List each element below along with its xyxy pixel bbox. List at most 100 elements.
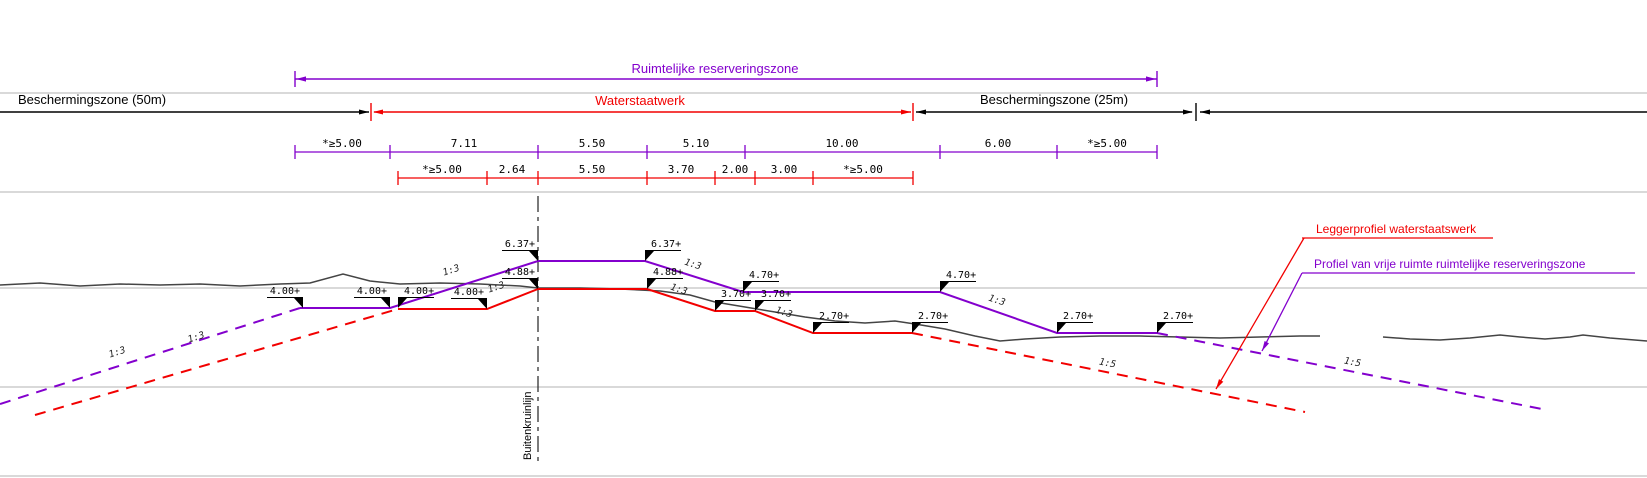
terrain-line [0,273,1647,342]
elevation-marker: 6.37+ [502,239,538,261]
elevation-marker: 4.00+ [267,286,303,308]
elevation-marker: 4.88+ [647,267,683,289]
zone-dimension-line: Beschermingszone (50m) Waterstaatwerk Be… [0,92,1647,121]
legend-leader-line [1261,272,1303,352]
marker-triangle-icon [715,301,724,311]
arrow-right-icon [1146,76,1156,82]
dim-value: 10.00 [825,137,858,150]
elevation-marker: 4.00+ [354,286,390,308]
elevation-value: 4.00+ [404,286,434,297]
red-chain-values: *≥5.00 2.64 5.50 3.70 2.00 3.00 *≥5.00 [422,163,883,176]
elevation-marker: 4.70+ [743,270,779,292]
elevation-value: 4.00+ [357,286,387,297]
slope-labels: 1:3 1:3 1:3 1:3 1:3 1:3 1:3 1:3 1:5 1:5 [107,257,1362,371]
gridlines [0,92,1647,477]
elevation-value: 4.00+ [454,287,484,298]
elevation-value: 2.70+ [819,311,849,322]
marker-triangle-icon [1057,323,1066,333]
dim-value: 2.00 [722,163,749,176]
elevation-marker: 4.88+ [502,267,538,289]
elevation-marker: 6.37+ [645,239,681,261]
elevation-value: 2.70+ [1163,311,1193,322]
slope-label: 1:3 [107,345,127,361]
marker-triangle-icon [912,323,921,333]
legend: Leggerprofiel waterstaatswerk Profiel va… [1215,222,1635,390]
waterstaatwerk-label: Waterstaatwerk [595,93,685,108]
dim-value: 3.70 [668,163,695,176]
slope-label: 1:3 [669,282,689,298]
dim-value: 5.50 [579,137,606,150]
dim-value: 2.64 [499,163,526,176]
dim-value: 7.11 [451,137,478,150]
slope-label: 1:5 [1343,356,1362,370]
red-dimension-chain [397,171,914,185]
dim-value: 5.10 [683,137,710,150]
vrije-ruimte-profiel-line [0,260,1548,411]
elevation-value: 4.70+ [946,270,976,281]
marker-triangle-icon [529,251,538,261]
elevation-value: 6.37+ [651,239,681,250]
marker-triangle-icon [294,298,303,308]
elevation-value: 4.88+ [653,267,683,278]
leggerprofiel-line [34,288,1306,416]
centerline-label: Buitenkruinlijn [522,392,534,460]
purple-chain-values: *≥5.00 7.11 5.50 5.10 10.00 6.00 *≥5.00 [322,137,1127,150]
slope-label: 1:3 [987,293,1007,309]
vrije-ruimte-dashed-right [1156,332,1548,411]
elevation-marker: 4.70+ [940,270,976,292]
legend-vrije-ruimte-label: Profiel van vrije ruimte ruimtelijke res… [1314,257,1586,271]
arrow-left-icon [296,76,306,82]
dim-value: *≥5.00 [1087,137,1127,150]
arrow-left-icon [916,109,926,115]
marker-triangle-icon [647,279,656,289]
marker-triangle-icon [940,282,949,292]
marker-triangle-icon [743,282,752,292]
marker-triangle-icon [529,279,538,289]
vrije-ruimte-solid [300,260,1157,334]
marker-triangle-icon [478,299,487,309]
marker-triangle-icon [755,301,764,311]
vrije-ruimte-dashed-left [0,307,301,405]
marker-triangle-icon [645,251,654,261]
elevation-marker: 4.00+ [451,287,487,309]
dim-value: *≥5.00 [322,137,362,150]
leggerprofiel-dashed-left [34,308,399,416]
marker-triangle-icon [398,298,407,308]
marker-triangle-icon [1157,323,1166,333]
arrow-left-icon [373,109,383,115]
reserveringszone-label: Ruimtelijke reserveringszone [632,61,799,76]
terrain-left [0,273,1320,342]
centerline: Buitenkruinlijn [522,196,539,462]
beschermingszone-right-label: Beschermingszone (25m) [980,92,1128,107]
dim-value: 5.50 [579,163,606,176]
marker-triangle-icon [381,298,390,308]
elevation-marker: 3.70+ [715,289,751,311]
dim-value: 6.00 [985,137,1012,150]
slope-label: 1:3 [683,257,703,273]
leader-arrow-icon [1262,341,1269,351]
legend-leader-line [1215,237,1305,390]
elevation-value: 2.70+ [1063,311,1093,322]
slope-label: 1:3 [441,263,461,279]
slope-label: 1:3 [186,330,206,346]
arrow-right-icon [359,109,369,115]
elevation-marker: 2.70+ [1057,311,1093,333]
purple-dimension-chain [294,145,1158,159]
arrow-right-icon [1183,109,1193,115]
terrain-right [1382,334,1647,342]
leggerprofiel-solid [398,288,912,334]
elevation-value: 4.88+ [505,267,535,278]
dim-value: 3.00 [771,163,798,176]
elevation-marker: 2.70+ [912,311,948,333]
leader-arrow-icon [1216,379,1224,389]
slope-label: 1:3 [774,305,794,321]
dim-value: *≥5.00 [843,163,883,176]
elevation-marker: 3.70+ [755,289,791,311]
elevation-marker: 2.70+ [1157,311,1193,333]
beschermingszone-left-label: Beschermingszone (50m) [18,92,166,107]
elevation-value: 6.37+ [505,239,535,250]
marker-triangle-icon [813,323,822,333]
arrow-right-icon [901,109,911,115]
